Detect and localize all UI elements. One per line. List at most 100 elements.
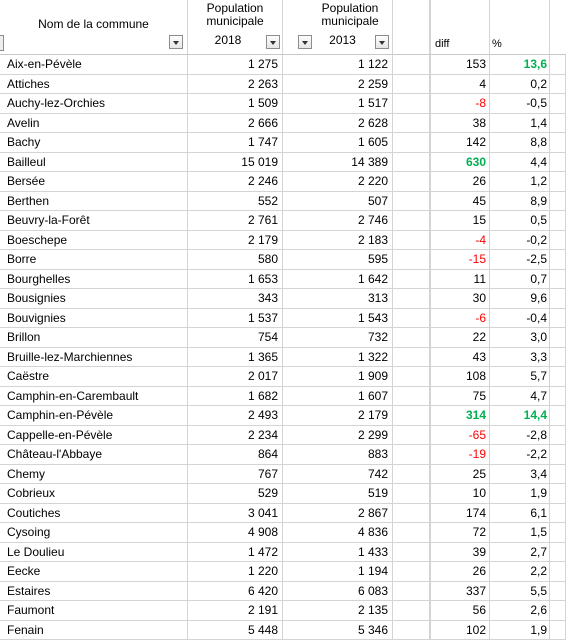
cell-pop2018[interactable]: 1 682 <box>188 386 283 406</box>
cell-pop2013[interactable]: 732 <box>283 328 393 348</box>
cell-pop2013[interactable]: 1 433 <box>283 542 393 562</box>
cell-diff[interactable]: -8 <box>430 94 490 114</box>
cell-pct[interactable]: 6,1 <box>490 503 550 523</box>
cell-pop2018[interactable]: 15 019 <box>188 152 283 172</box>
cell-pop2013[interactable]: 2 746 <box>283 211 393 231</box>
cell-pct[interactable]: -2,8 <box>490 425 550 445</box>
cell-empty[interactable] <box>393 152 430 172</box>
cell-empty[interactable] <box>550 172 566 192</box>
cell-pct[interactable]: 1,2 <box>490 172 550 192</box>
cell-pop2018[interactable]: 1 365 <box>188 347 283 367</box>
cell-pop2013[interactable]: 2 183 <box>283 230 393 250</box>
cell-empty[interactable] <box>550 191 566 211</box>
cell-empty[interactable] <box>393 367 430 387</box>
cell-pop2013[interactable]: 5 346 <box>283 620 393 640</box>
header-pct-cell[interactable]: % <box>490 0 550 55</box>
cell-diff[interactable]: 22 <box>430 328 490 348</box>
cell-pct[interactable]: 14,4 <box>490 406 550 426</box>
cell-diff[interactable]: -19 <box>430 445 490 465</box>
cell-empty[interactable] <box>393 211 430 231</box>
cell-empty[interactable] <box>393 250 430 270</box>
cell-diff[interactable]: 38 <box>430 113 490 133</box>
cell-diff[interactable]: 630 <box>430 152 490 172</box>
cell-name[interactable]: Chemy <box>0 464 188 484</box>
cell-empty[interactable] <box>550 230 566 250</box>
cell-pop2013[interactable]: 507 <box>283 191 393 211</box>
cell-pop2018[interactable]: 2 263 <box>188 74 283 94</box>
cell-empty[interactable] <box>393 386 430 406</box>
cell-diff[interactable]: 314 <box>430 406 490 426</box>
cell-pop2018[interactable]: 2 493 <box>188 406 283 426</box>
cell-empty[interactable] <box>550 386 566 406</box>
cell-pct[interactable]: -2,5 <box>490 250 550 270</box>
cell-pop2013[interactable]: 2 628 <box>283 113 393 133</box>
cell-empty[interactable] <box>550 269 566 289</box>
cell-name[interactable]: Borre <box>0 250 188 270</box>
cell-pop2013[interactable]: 519 <box>283 484 393 504</box>
cell-pop2018[interactable]: 529 <box>188 484 283 504</box>
cell-pop2018[interactable]: 2 179 <box>188 230 283 250</box>
cell-pop2018[interactable]: 1 275 <box>188 55 283 75</box>
cell-empty[interactable] <box>393 562 430 582</box>
cell-pop2018[interactable]: 1 747 <box>188 133 283 153</box>
cell-empty[interactable] <box>550 601 566 621</box>
cell-pop2018[interactable]: 1 472 <box>188 542 283 562</box>
filter-edge-button[interactable] <box>0 35 4 51</box>
cell-pct[interactable]: 1,9 <box>490 620 550 640</box>
cell-empty[interactable] <box>393 289 430 309</box>
cell-empty[interactable] <box>550 347 566 367</box>
cell-pop2018[interactable]: 754 <box>188 328 283 348</box>
cell-diff[interactable]: 153 <box>430 55 490 75</box>
cell-empty[interactable] <box>393 464 430 484</box>
cell-pct[interactable]: 3,3 <box>490 347 550 367</box>
cell-pct[interactable]: 0,2 <box>490 74 550 94</box>
cell-empty[interactable] <box>550 425 566 445</box>
cell-empty[interactable] <box>393 523 430 543</box>
cell-diff[interactable]: -65 <box>430 425 490 445</box>
cell-name[interactable]: Boeschepe <box>0 230 188 250</box>
cell-diff[interactable]: 337 <box>430 581 490 601</box>
cell-pop2013[interactable]: 2 220 <box>283 172 393 192</box>
cell-diff[interactable]: 56 <box>430 601 490 621</box>
header-diff-cell[interactable]: diff <box>430 0 490 55</box>
cell-empty[interactable] <box>393 601 430 621</box>
cell-pop2018[interactable]: 1 537 <box>188 308 283 328</box>
cell-empty[interactable] <box>393 230 430 250</box>
cell-pop2013[interactable]: 1 543 <box>283 308 393 328</box>
cell-pop2013[interactable]: 1 194 <box>283 562 393 582</box>
cell-diff[interactable]: 72 <box>430 523 490 543</box>
cell-empty[interactable] <box>550 328 566 348</box>
cell-diff[interactable]: -6 <box>430 308 490 328</box>
cell-pop2018[interactable]: 5 448 <box>188 620 283 640</box>
cell-pop2018[interactable]: 580 <box>188 250 283 270</box>
cell-pop2018[interactable]: 2 234 <box>188 425 283 445</box>
cell-empty[interactable] <box>550 620 566 640</box>
cell-empty[interactable] <box>393 542 430 562</box>
cell-pop2018[interactable]: 1 220 <box>188 562 283 582</box>
cell-pop2013[interactable]: 2 867 <box>283 503 393 523</box>
cell-pct[interactable]: -2,2 <box>490 445 550 465</box>
filter-dropdown-blank-icon[interactable] <box>298 35 312 49</box>
cell-pct[interactable]: 2,2 <box>490 562 550 582</box>
cell-name[interactable]: Fenain <box>0 620 188 640</box>
cell-pop2018[interactable]: 343 <box>188 289 283 309</box>
cell-name[interactable]: Bersée <box>0 172 188 192</box>
cell-pct[interactable]: 4,7 <box>490 386 550 406</box>
cell-pct[interactable]: 3,4 <box>490 464 550 484</box>
cell-name[interactable]: Avelin <box>0 113 188 133</box>
cell-pct[interactable]: 8,8 <box>490 133 550 153</box>
cell-name[interactable]: Bachy <box>0 133 188 153</box>
cell-pop2018[interactable]: 2 017 <box>188 367 283 387</box>
cell-empty[interactable] <box>393 581 430 601</box>
cell-diff[interactable]: 4 <box>430 74 490 94</box>
cell-pop2013[interactable]: 1 909 <box>283 367 393 387</box>
cell-pct[interactable]: -0,5 <box>490 94 550 114</box>
cell-pct[interactable]: 13,6 <box>490 55 550 75</box>
cell-name[interactable]: Cysoing <box>0 523 188 543</box>
cell-empty[interactable] <box>393 347 430 367</box>
cell-pct[interactable]: 0,5 <box>490 211 550 231</box>
cell-empty[interactable] <box>550 211 566 231</box>
cell-name[interactable]: Château-l'Abbaye <box>0 445 188 465</box>
cell-empty[interactable] <box>393 94 430 114</box>
cell-empty[interactable] <box>393 74 430 94</box>
